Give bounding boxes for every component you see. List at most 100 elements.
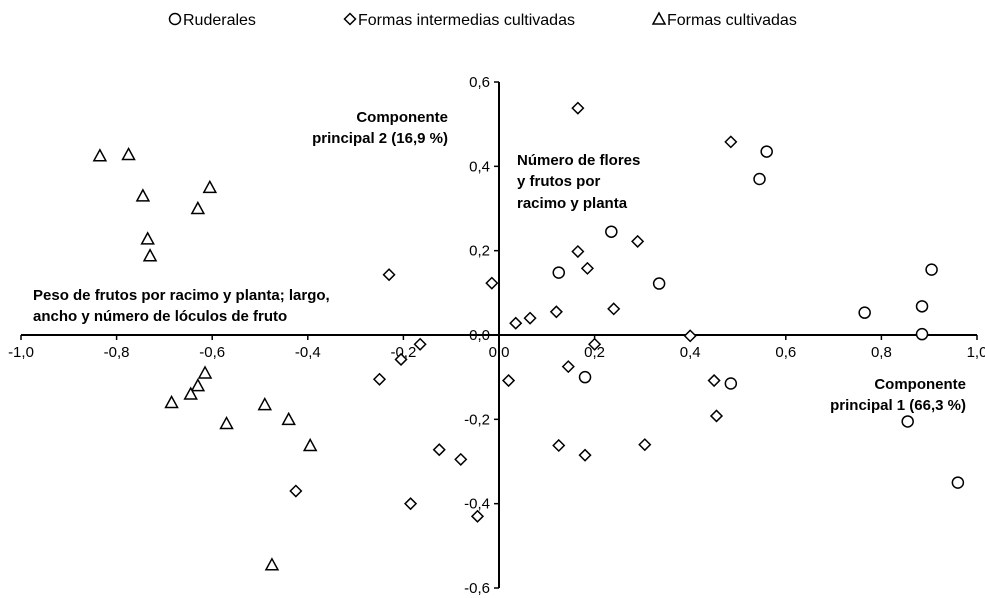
x-tick-label: 0,6	[775, 344, 796, 361]
x-tick-label: 1,0	[967, 344, 985, 361]
point-formas-intermedias	[432, 443, 446, 457]
point-formas-cultivadas	[202, 179, 218, 194]
legend-label-ruderales: Ruderales	[183, 12, 256, 29]
point-formas-cultivadas	[302, 437, 318, 452]
point-formas-intermedias	[470, 509, 485, 523]
point-formas-cultivadas	[183, 386, 198, 400]
point-formas-cultivadas	[142, 248, 158, 262]
point-ruderales	[901, 415, 914, 428]
pc2-label-line2: principal 2 (16,9 %)	[312, 130, 448, 147]
y-tick-label: 0,0	[469, 327, 490, 344]
point-formas-intermedias	[413, 337, 427, 351]
point-formas-intermedias	[683, 329, 697, 343]
y-tick-label: -0,2	[464, 411, 490, 428]
point-ruderales	[951, 476, 965, 489]
weight-label-line1: Peso de frutos por racimo y planta; larg…	[33, 287, 330, 304]
point-formas-intermedias	[552, 438, 566, 453]
point-formas-cultivadas	[190, 378, 206, 392]
point-formas-cultivadas	[140, 231, 155, 245]
point-formas-cultivadas	[219, 415, 234, 430]
point-formas-intermedias	[509, 316, 523, 330]
flowers-label-line1: Número de flores	[517, 152, 640, 169]
legend-label-formas-intermedias: Formas intermedias cultivadas	[358, 12, 575, 29]
legend: Ruderales Formas intermedias cultivadas …	[168, 11, 797, 29]
point-ruderales	[578, 370, 592, 384]
legend-diamond-marker	[343, 12, 357, 26]
point-ruderales	[858, 306, 871, 319]
pc1-label-line2: principal 1 (66,3 %)	[830, 397, 966, 414]
point-ruderales	[915, 327, 929, 341]
legend-circle-marker	[168, 12, 182, 26]
point-formas-intermedias	[709, 409, 724, 423]
pc2-label-line1: Componente	[356, 109, 448, 126]
point-formas-cultivadas	[92, 148, 108, 162]
x-tick-label: 0,2	[584, 344, 605, 361]
point-ruderales	[925, 263, 938, 276]
point-ruderales	[652, 277, 666, 290]
legend-item-formas-intermedias: Formas intermedias cultivadas	[343, 12, 575, 29]
flowers-label-line2: y frutos por	[517, 173, 600, 190]
x-tick-label: -0,4	[295, 344, 321, 361]
point-formas-cultivadas	[135, 188, 151, 202]
point-formas-intermedias	[394, 352, 408, 367]
point-ruderales	[552, 266, 565, 279]
axes: -1,0 -0,8 -0,6 -0,4 -0,2 0,0 0,2 0,4 0,6 0,8 1,0 0…	[8, 74, 985, 597]
point-formas-intermedias	[571, 101, 585, 115]
point-formas-intermedias	[485, 276, 499, 290]
point-ruderales	[724, 377, 738, 390]
point-formas-intermedias	[382, 268, 396, 282]
point-formas-intermedias	[561, 360, 575, 374]
x-axis-ticks: -1,0 -0,8 -0,6 -0,4 -0,2 0,0 0,2 0,4 0,6 0,8 1,0	[8, 335, 985, 361]
point-formas-intermedias	[404, 497, 418, 511]
data-points	[92, 101, 965, 571]
y-tick-label: -0,4	[464, 496, 490, 513]
point-formas-cultivadas	[257, 397, 273, 411]
x-tick-label: -0,8	[104, 344, 130, 361]
point-formas-intermedias	[724, 135, 738, 149]
x-tick-label: 0,8	[871, 344, 892, 361]
point-ruderales	[760, 145, 773, 158]
point-formas-cultivadas	[264, 557, 280, 571]
x-tick-label: -0,6	[199, 344, 225, 361]
point-formas-intermedias	[578, 448, 592, 462]
y-tick-label: 0,6	[469, 74, 490, 91]
point-ruderales	[753, 172, 766, 186]
y-tick-label: 0,2	[469, 243, 490, 260]
point-formas-intermedias	[454, 452, 468, 466]
weight-label-line2: ancho y número de lóculos de fruto	[33, 308, 287, 325]
point-formas-intermedias	[607, 302, 621, 316]
point-formas-intermedias	[501, 373, 516, 388]
x-tick-label: -0,2	[390, 344, 416, 361]
point-formas-cultivadas	[197, 365, 213, 379]
legend-item-ruderales: Ruderales	[168, 12, 256, 29]
y-tick-label: 0,4	[469, 158, 490, 175]
point-formas-intermedias	[638, 438, 652, 452]
point-formas-intermedias	[571, 244, 585, 259]
point-formas-intermedias	[289, 484, 303, 498]
point-formas-intermedias	[372, 372, 387, 386]
point-formas-cultivadas	[281, 411, 296, 426]
y-tick-label: -0,6	[464, 580, 490, 597]
point-formas-intermedias	[523, 311, 537, 325]
point-ruderales	[915, 300, 929, 313]
point-formas-intermedias	[631, 234, 645, 248]
point-formas-cultivadas	[121, 146, 136, 161]
y-axis-ticks: 0,6 0,4 0,2 0,0 -0,2 -0,4 -0,6	[464, 74, 499, 597]
legend-triangle-marker	[651, 11, 667, 25]
point-formas-cultivadas	[190, 200, 206, 215]
flowers-label-line3: racimo y planta	[517, 195, 628, 212]
x-tick-label: 0,4	[680, 344, 701, 361]
point-ruderales	[605, 225, 618, 238]
point-formas-intermedias	[549, 305, 563, 319]
point-formas-intermedias	[580, 261, 594, 275]
annotations: Componente principal 2 (16,9 %) Número d…	[33, 109, 966, 414]
pc1-label-line1: Componente	[874, 376, 966, 393]
point-formas-intermedias	[707, 373, 721, 388]
point-formas-intermedias	[588, 337, 602, 351]
x-tick-label: 0,0	[489, 344, 510, 361]
point-formas-cultivadas	[164, 394, 179, 409]
x-tick-label: -1,0	[8, 344, 34, 361]
legend-label-formas-cultivadas: Formas cultivadas	[667, 12, 797, 29]
legend-item-formas-cultivadas: Formas cultivadas	[651, 11, 797, 29]
